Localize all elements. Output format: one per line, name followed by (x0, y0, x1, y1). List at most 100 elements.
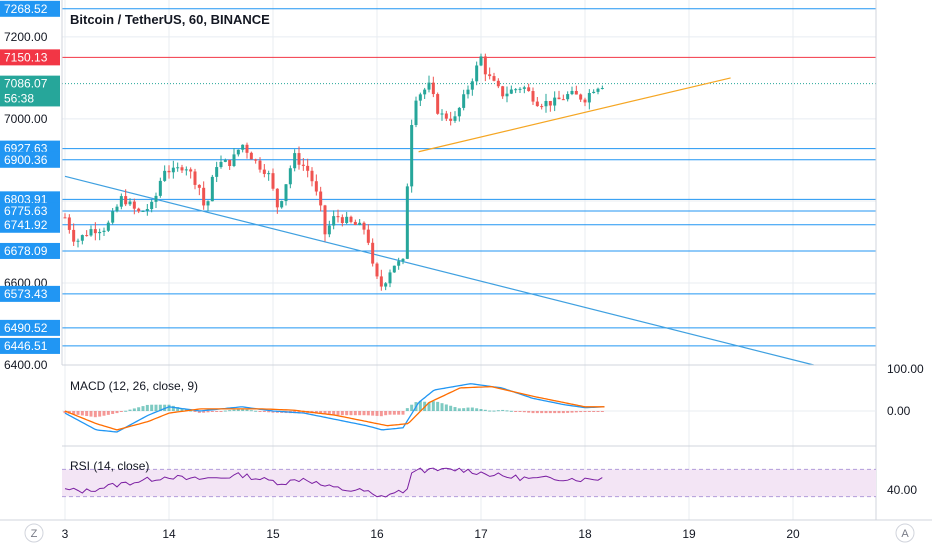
candle-body (483, 56, 487, 75)
macd-histogram-bar (418, 400, 422, 411)
price-tag-label: 6678.09 (4, 244, 48, 258)
macd-histogram-bar (128, 409, 132, 411)
price-tag[interactable]: 7268.52 (0, 0, 60, 17)
macd-histogram-bar (189, 410, 193, 412)
candle-body (72, 229, 76, 242)
candle-body (488, 74, 492, 77)
macd-histogram-bar (427, 402, 431, 411)
candle-body (414, 100, 418, 126)
macd-histogram-bar (449, 405, 453, 411)
candle-body (457, 107, 461, 117)
trendlines[interactable] (64, 77, 814, 366)
candle-body (557, 97, 561, 100)
macd-histogram-bar (171, 405, 175, 411)
macd-histogram-bar (271, 411, 275, 413)
candle-body (492, 76, 496, 81)
price-tag[interactable]: 6741.92 (0, 216, 60, 233)
price-tick-label: 7000.00 (4, 112, 48, 126)
time-tick-label: 15 (266, 527, 280, 541)
candle-body (98, 231, 102, 234)
price-tag[interactable]: 6775.63 (0, 202, 60, 219)
macd-histogram-bar (85, 411, 89, 417)
macd-histogram-bar (267, 411, 271, 413)
macd-histogram-bar (176, 407, 180, 411)
price-tag[interactable]: 56:38 (0, 90, 60, 107)
macd-histogram-bar (505, 410, 509, 412)
candle-body (570, 90, 574, 95)
macd-histogram-bar (332, 411, 336, 416)
macd-histogram-bar (540, 411, 544, 414)
candle-body (254, 159, 258, 161)
macd-tick-label: 0.00 (887, 404, 911, 418)
candle-body (323, 205, 327, 235)
candle-body (154, 195, 158, 202)
candle-body (119, 196, 123, 207)
macd-histogram-bar (258, 411, 262, 412)
macd-histogram-bar (206, 411, 210, 413)
macd-histogram-bar (215, 411, 219, 412)
candle-body (275, 188, 279, 208)
macd-histogram-bar (583, 411, 587, 412)
candle-body (440, 113, 444, 115)
price-tag-label: 6803.91 (4, 192, 48, 206)
candle-body (392, 265, 396, 273)
time-axis[interactable]: 3 14 15 16 17 18 19 20 (62, 527, 800, 541)
price-tag[interactable]: 6678.09 (0, 242, 60, 259)
candle-body (228, 159, 232, 166)
macd-histogram-bar (444, 404, 448, 411)
time-axis-left-button[interactable]: Z (24, 523, 44, 543)
price-tag[interactable]: 7150.13 (0, 49, 60, 66)
macd-pane[interactable] (62, 383, 876, 433)
time-axis-right-button[interactable]: A (895, 523, 915, 543)
candle-body (375, 263, 379, 277)
price-tag[interactable]: 6446.51 (0, 337, 60, 354)
indicator-axis[interactable]: 100.00 0.00 40.00 (887, 362, 924, 497)
macd-histogram-bar (470, 407, 474, 411)
price-tag[interactable]: 7086.07 (0, 75, 60, 92)
candle-body (171, 167, 175, 173)
horizontal-levels[interactable] (62, 8, 876, 347)
macd-histogram-bar (596, 411, 600, 412)
macd-histogram-bar (154, 404, 158, 411)
candle-body (514, 89, 518, 91)
candle-body (232, 154, 236, 166)
macd-label[interactable]: MACD (12, 26, close, 9) (70, 379, 198, 393)
price-axis[interactable]: 7200.007000.006600.006400.007268.527150.… (0, 0, 60, 372)
candle-body (236, 149, 240, 155)
macd-histogram-bar (600, 411, 604, 412)
candle-body (362, 222, 366, 230)
candle-body (93, 229, 97, 234)
time-axis-left-button-label: Z (31, 528, 38, 540)
price-tag[interactable]: 6490.52 (0, 319, 60, 336)
candle-body (197, 184, 201, 188)
time-tick-label: 14 (162, 527, 176, 541)
macd-histogram-bar (340, 411, 344, 416)
candle-body (249, 152, 253, 160)
macd-histogram-bar (362, 411, 366, 416)
candle-body (462, 94, 466, 108)
candle-body (579, 94, 583, 100)
price-tag-background (0, 337, 60, 354)
candle-body (271, 173, 275, 189)
macd-histogram-bar (366, 411, 370, 416)
trendline-blue[interactable] (64, 175, 814, 366)
macd-histogram-bar (358, 411, 362, 416)
rsi-label[interactable]: RSI (14, close) (70, 459, 149, 473)
macd-histogram-bar (496, 410, 500, 412)
time-axis-right-button-label: A (901, 528, 909, 540)
macd-histogram-bar (197, 411, 201, 413)
price-tag-background (0, 319, 60, 336)
macd-histogram-bar (98, 411, 102, 417)
rsi-pane[interactable] (62, 467, 876, 498)
candle-body (496, 80, 500, 87)
macd-histogram-bar (557, 411, 561, 414)
candle-body (284, 184, 288, 202)
trendline-orange[interactable] (418, 77, 731, 153)
candle-body (358, 222, 362, 225)
candle-body (158, 180, 162, 196)
price-tag[interactable]: 6900.36 (0, 151, 60, 168)
price-tag[interactable]: 6573.43 (0, 285, 60, 302)
price-tag-background (0, 242, 60, 259)
